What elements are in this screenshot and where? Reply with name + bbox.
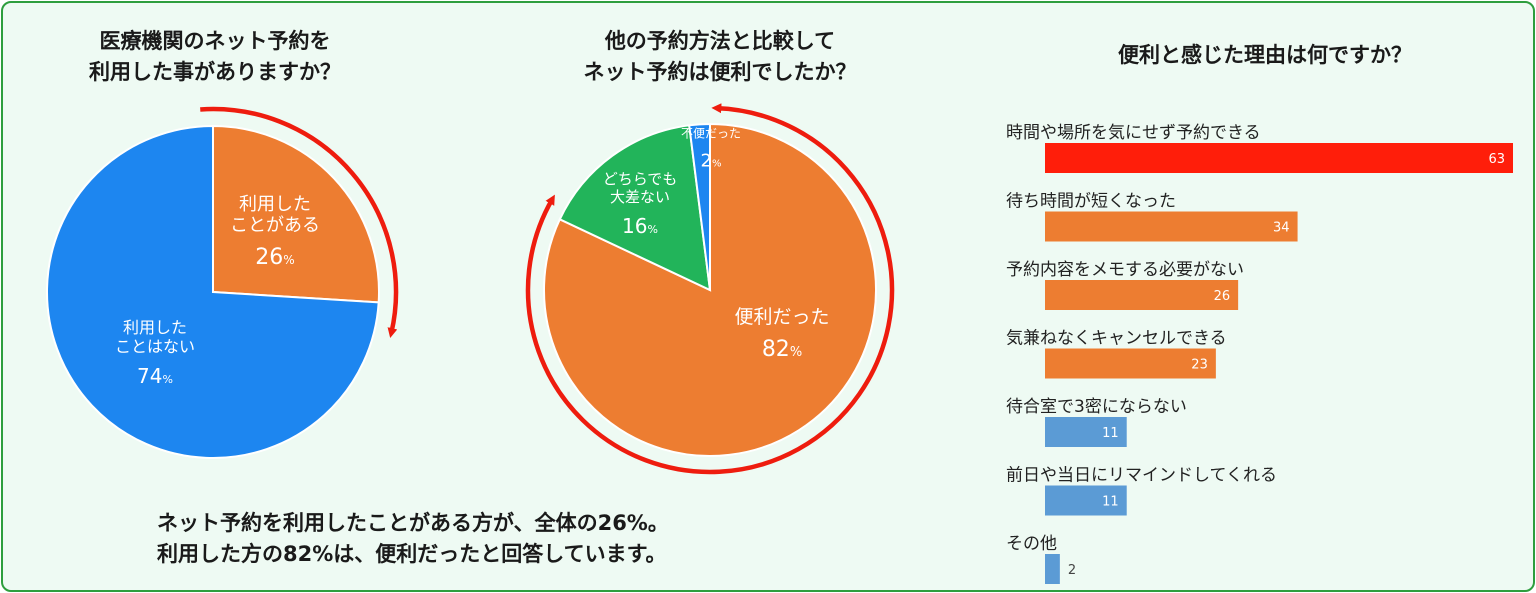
pie1-arrow <box>200 106 399 339</box>
bar-0 <box>1045 143 1513 173</box>
bar-label-1: 待ち時間が短くなった <box>1006 192 1176 212</box>
bar-value-2: 26 <box>1214 289 1231 304</box>
bar-1 <box>1045 211 1298 242</box>
bar-value-1: 34 <box>1273 221 1290 236</box>
bar-4 <box>1045 417 1127 447</box>
summary-line2: 利用した方の82%は、便利だったと回答しています。 <box>157 542 667 566</box>
bar-label-6: その他 <box>1006 534 1057 554</box>
pie2-chart: 便利だった 82%どちらでも大差ない 16%不便だった 2% <box>525 103 895 475</box>
pie2-title-line2: ネット予約は便利でしたか？ <box>583 60 857 84</box>
pie1-title-line2: 利用した事がありますか？ <box>89 60 341 84</box>
bar-value-0: 63 <box>1488 152 1505 167</box>
summary-text: ネット予約を利用したことがある方が、全体の26%。 利用した方の82%は、便利だ… <box>157 508 669 570</box>
bar-value-5: 11 <box>1102 495 1119 510</box>
pie1-slice-0 <box>212 124 380 304</box>
bar-value-6: 2 <box>1068 563 1076 578</box>
bar-label-0: 時間や場所を気にせず予約できる <box>1006 123 1261 143</box>
pie1-title: 医療機関のネット予約を 利用した事がありますか？ <box>35 26 395 88</box>
pie2-arrow <box>525 103 895 475</box>
pie2-title: 他の予約方法と比較して ネット予約は便利でしたか？ <box>530 26 910 88</box>
pie1-title-line1: 医療機関のネット予約を <box>99 29 331 53</box>
bar-label-5: 前日や当日にリマインドしてくれる <box>1006 466 1277 486</box>
bar-6 <box>1045 554 1060 584</box>
pie1-slice-1 <box>46 124 380 459</box>
summary-line1: ネット予約を利用したことがある方が、全体の26%。 <box>157 511 669 535</box>
bar-2 <box>1045 280 1239 310</box>
pie2-title-line1: 他の予約方法と比較して <box>604 29 836 53</box>
bar-value-3: 23 <box>1191 358 1208 373</box>
bar-title: 便利と感じた理由は何ですか？ <box>1055 40 1475 71</box>
bar-5 <box>1045 485 1127 516</box>
bar-title-text: 便利と感じた理由は何ですか？ <box>1118 43 1412 67</box>
bar-label-3: 気兼ねなくキャンセルできる <box>1006 329 1227 349</box>
pie1-chart: 利用したことがある 26% 利用したことはない 74% <box>46 106 399 459</box>
bar-3 <box>1045 348 1216 379</box>
pie1-label-0: 利用したことがある 26% <box>230 194 320 270</box>
pie1-label-1: 利用したことはない 74% <box>115 318 195 388</box>
bar-label-2: 予約内容をメモする必要がない <box>1006 260 1244 280</box>
bar-label-4: 待合室で3密にならない <box>1006 397 1187 417</box>
pie2-label-0: 便利だった 82% <box>734 306 829 362</box>
bar-value-4: 11 <box>1102 426 1119 441</box>
bar-chart: 時間や場所を気にせず予約できる 63 待ち時間が短くなった 34 予約内容をメモする必要… <box>1006 123 1513 584</box>
